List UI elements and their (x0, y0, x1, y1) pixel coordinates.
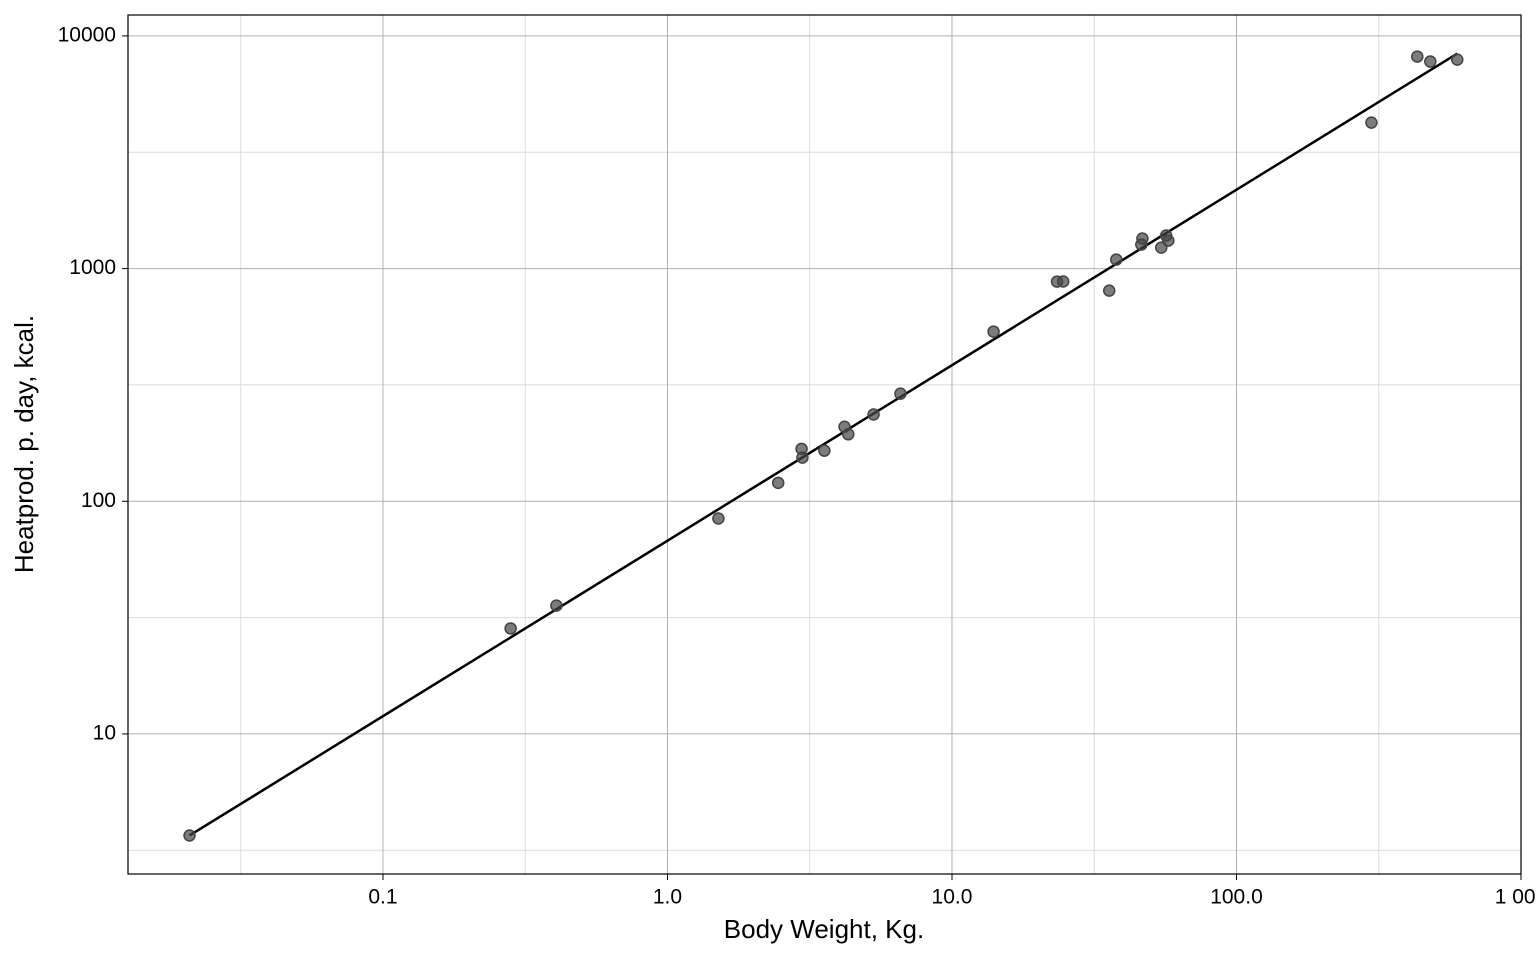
data-point (894, 387, 907, 400)
data-point (550, 599, 563, 612)
y-tick-label: 10000 (58, 23, 116, 46)
x-tick-label: 0.1 (368, 886, 397, 909)
x-tick-label: 10.0 (932, 886, 973, 909)
data-point (842, 428, 855, 441)
x-tick-label: 100.0 (1210, 886, 1263, 909)
data-point (183, 829, 196, 842)
x-tick-label: 1.0 (653, 886, 682, 909)
marks (183, 50, 1464, 842)
data-point (1056, 275, 1070, 288)
data-point (712, 512, 725, 525)
data-point (1424, 55, 1437, 68)
x-axis-title: Body Weight, Kg. (724, 914, 924, 944)
data-point (1102, 284, 1116, 297)
y-axis-title: Heatprod. p. day, kcal. (9, 315, 39, 573)
data-point (987, 325, 1000, 338)
data-point (1411, 50, 1424, 63)
data-point (796, 451, 809, 464)
y-tick-label: 100 (81, 489, 116, 512)
data-point (771, 476, 785, 490)
data-point (1110, 253, 1123, 266)
plot-frame (127, 14, 1522, 875)
data-point (1136, 232, 1149, 245)
y-tick-label: 1000 (69, 256, 116, 279)
data-point (1365, 116, 1378, 129)
data-point (818, 444, 831, 457)
data-point (1162, 234, 1175, 247)
data-point (504, 622, 517, 635)
data-point (867, 408, 880, 421)
data-point (1451, 53, 1464, 66)
y-tick-label: 10 (93, 721, 116, 744)
x-tick-label: 1 000 (1495, 886, 1536, 909)
